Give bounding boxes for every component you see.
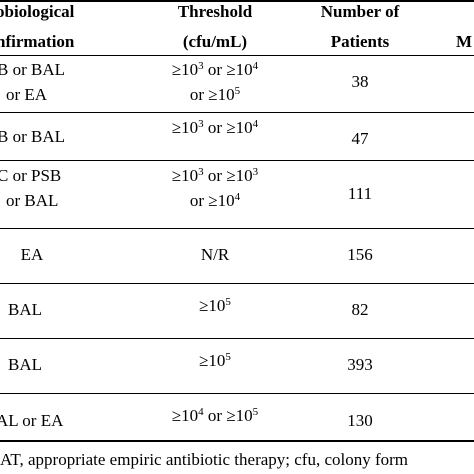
row-7-micro: AL or EA — [0, 411, 64, 430]
row-3-patients: 111 — [347, 184, 373, 203]
row-rule — [0, 228, 474, 229]
row-rule — [0, 393, 474, 394]
table-bottom-rule — [0, 440, 474, 442]
header-threshold-line1: Threshold — [177, 2, 253, 21]
header-rule — [0, 55, 474, 56]
row-rule — [0, 112, 474, 113]
header-microbiological-confirmation: obiological nfirmation — [0, 2, 126, 51]
header-threshold-line2: (cfu/mL) — [182, 31, 248, 51]
header-threshold: Threshold (cfu/mL) — [150, 2, 280, 51]
header-micro-line1: obiological — [0, 2, 75, 21]
header-number-of-patients: Number of Patients — [305, 2, 415, 51]
row-4-threshold: N/R — [200, 245, 230, 264]
row-1-patients: 38 — [351, 72, 369, 91]
row-rule — [0, 283, 474, 284]
row-rule — [0, 160, 474, 161]
row-5-micro: BAL — [8, 300, 42, 319]
table-top-rule — [0, 0, 474, 2]
row-7-patients: 130 — [347, 411, 373, 430]
row-2-micro: B or BAL — [0, 127, 65, 146]
header-last-column-partial: M — [456, 32, 473, 51]
row-5-patients: 82 — [351, 300, 369, 319]
row-6-patients: 393 — [347, 355, 373, 374]
row-2-threshold: ≥103 or ≥104 — [171, 118, 259, 137]
row-1-threshold: ≥103 or ≥104 or ≥105 — [171, 60, 259, 104]
header-patients-line1: Number of — [320, 2, 400, 21]
header-micro-line2: nfirmation — [0, 31, 75, 51]
row-6-micro: BAL — [8, 355, 42, 374]
row-2-patients: 47 — [351, 129, 369, 148]
row-3-micro: C or PSB or BAL — [0, 166, 62, 210]
header-patients-line2: Patients — [330, 31, 390, 51]
row-4-patients: 156 — [347, 245, 373, 264]
row-1-micro: B or BAL or EA — [0, 60, 65, 104]
row-rule — [0, 338, 474, 339]
row-3-threshold: ≥103 or ≥103 or ≥104 — [171, 166, 259, 210]
row-4-micro: EA — [20, 245, 44, 264]
row-6-threshold: ≥105 — [199, 351, 231, 370]
row-7-threshold: ≥104 or ≥105 — [171, 406, 259, 425]
row-5-threshold: ≥105 — [199, 296, 231, 315]
table-footnote: AT, appropriate empiric antibiotic thera… — [0, 450, 409, 469]
